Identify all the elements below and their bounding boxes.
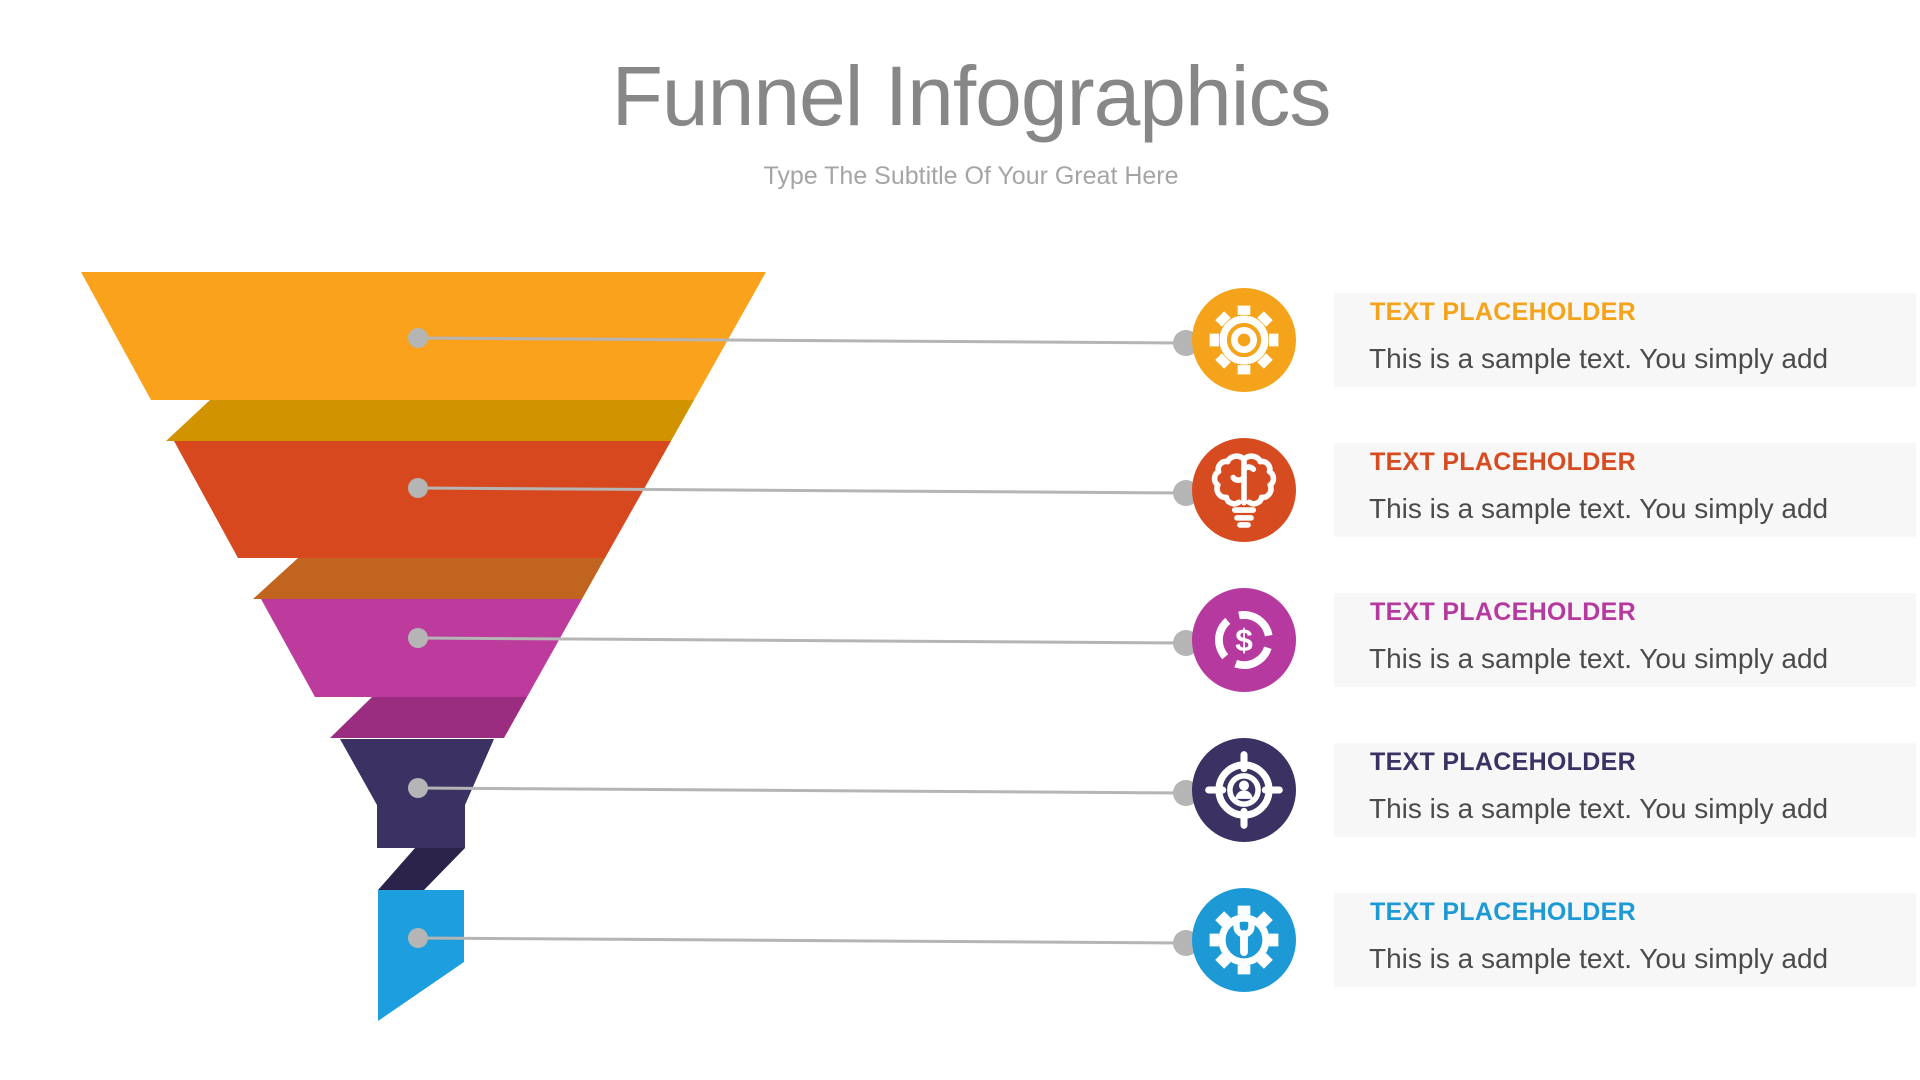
funnel-tier-2-band	[253, 558, 605, 599]
step-label: TEXT PLACEHOLDER	[1370, 598, 1636, 626]
funnel-tier-3-band	[330, 697, 527, 738]
row-panel	[1334, 743, 1916, 837]
step-label: TEXT PLACEHOLDER	[1370, 748, 1636, 776]
page-subtitle: Type The Subtitle Of Your Great Here	[763, 162, 1179, 191]
connector-lines	[417, 336, 1187, 945]
step-icon-badge	[1192, 738, 1296, 842]
funnel-tier-4-fold	[378, 848, 465, 890]
step-description: This is a sample text. You simply add	[1369, 343, 1829, 374]
brain-icon	[1211, 453, 1277, 528]
step-label: TEXT PLACEHOLDER	[1370, 298, 1636, 326]
funnel-tier-2-face	[174, 441, 671, 558]
slide-header: Funnel Infographics Type The Subtitle Of…	[11, 0, 1920, 191]
funnel-tier-1-band	[166, 400, 694, 441]
svg-text:$: $	[1235, 622, 1253, 658]
pie-dollar-icon: $	[1215, 611, 1273, 669]
gear-wrench-icon	[1209, 905, 1279, 975]
step-icon-badge	[1192, 888, 1296, 992]
row-panel	[1334, 893, 1916, 987]
row-panel	[1334, 293, 1916, 387]
step-label: TEXT PLACEHOLDER	[1370, 898, 1636, 926]
gear-icon	[1209, 305, 1279, 375]
row-panel	[1334, 593, 1916, 687]
row-panel	[1334, 443, 1916, 537]
step-description: This is a sample text. You simply add	[1369, 643, 1829, 674]
funnel-tier-3-face	[261, 599, 582, 697]
step-description: This is a sample text. You simply add	[1369, 493, 1829, 524]
target-user-icon	[1205, 751, 1283, 829]
page-title: Funnel Infographics	[611, 49, 1332, 143]
step-description: This is a sample text. You simply add	[1369, 793, 1829, 824]
funnel-tier-5-face	[378, 890, 464, 1021]
step-icon-badge	[1192, 288, 1296, 392]
step-icon-badge: $	[1192, 588, 1296, 692]
step-icon-badge	[1192, 438, 1296, 542]
step-label: TEXT PLACEHOLDER	[1370, 448, 1636, 476]
step-description: This is a sample text. You simply add	[1369, 943, 1829, 974]
